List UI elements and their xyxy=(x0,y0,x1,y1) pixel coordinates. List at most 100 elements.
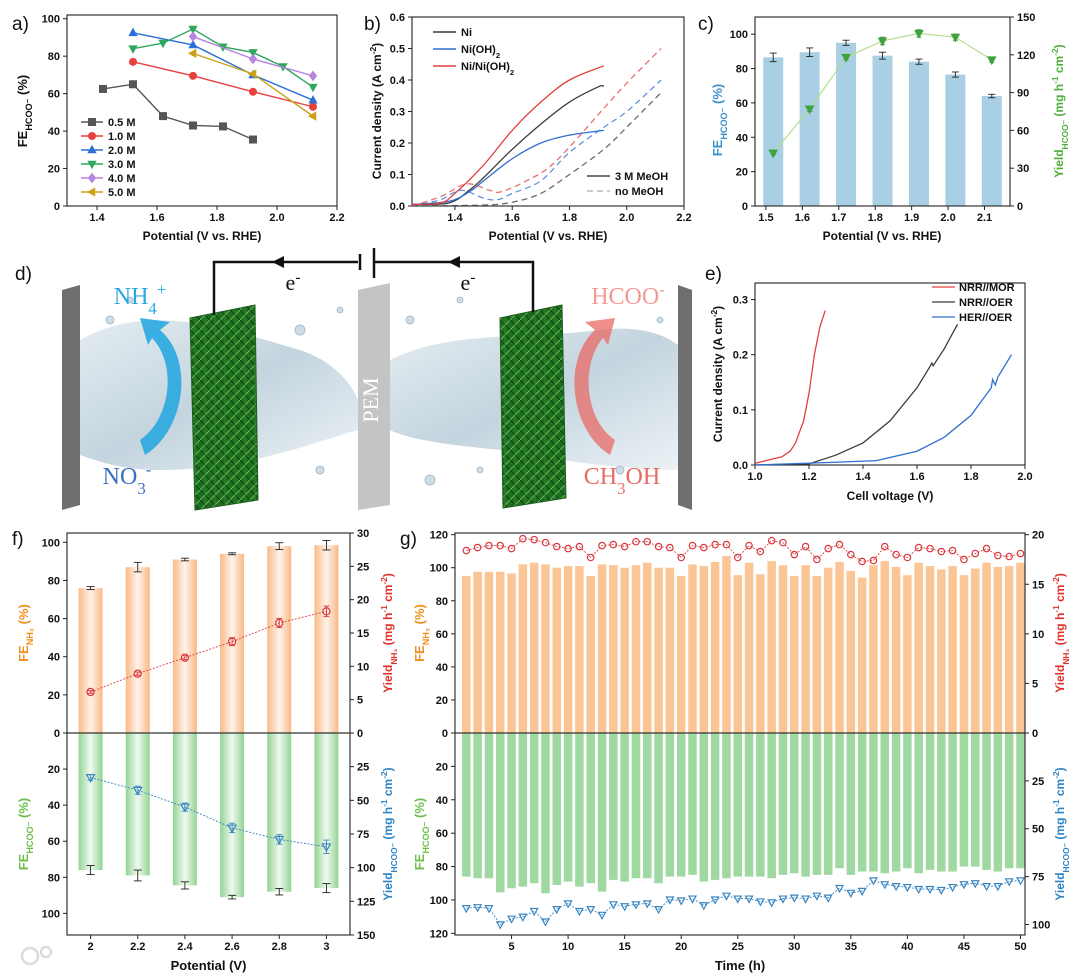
y-tick-label: 20 xyxy=(357,595,369,607)
yield-nh3-point xyxy=(711,540,719,549)
anode-product-label: HCOO- xyxy=(591,280,665,311)
panel-label: g) xyxy=(400,529,417,550)
series-4.0M xyxy=(188,31,318,82)
y-tick-label: 25 xyxy=(1032,776,1044,788)
fe-nh3-bar xyxy=(937,569,946,733)
yield-nh3-point xyxy=(926,544,934,553)
cathode-end-plate xyxy=(62,285,80,510)
yield-nh3-point xyxy=(541,538,550,547)
x-tick-label: 1.6 xyxy=(149,212,164,224)
x-tick-label: 5 xyxy=(508,941,514,953)
x-tick-label: 1.8 xyxy=(963,471,978,483)
yield-nh3-point xyxy=(824,544,833,553)
panel-e-chart: 1.0 1.2 1.4 1.6 1.8 2.0 0.0 0.1 0.2 0.3 Cell volta… xyxy=(709,282,1033,503)
label-segment: ) xyxy=(381,767,395,771)
data-point xyxy=(128,80,137,89)
panel-a-chart: 1.4 1.6 1.8 2.0 2.2 0 20 40 60 80 100 Potential (V … xyxy=(15,14,345,243)
fe-hcoo-bar xyxy=(473,733,482,879)
yield-nh3-point xyxy=(86,687,95,697)
y-tick-label: 0.3 xyxy=(733,295,748,307)
plot-frame xyxy=(66,14,338,207)
yield-point xyxy=(986,56,997,66)
error-bar xyxy=(86,586,95,591)
series-curve xyxy=(411,48,662,207)
y-tick-label: 20 xyxy=(48,764,60,776)
legend-label: 3.0 M xyxy=(108,159,136,171)
y-tick-label: 0.5 xyxy=(390,44,405,56)
y-tick-label: 80 xyxy=(48,575,60,587)
fe-hcoo-bar xyxy=(790,733,799,874)
fe-hcoo-bar xyxy=(812,733,822,875)
fe-nh3-bar xyxy=(314,545,339,733)
yield-nh3-point xyxy=(666,543,674,552)
y-tick-label: 40 xyxy=(736,132,748,144)
yield-hcoo-point xyxy=(552,905,562,915)
yield-nh3-point xyxy=(609,540,618,549)
label-segment: -1 xyxy=(1051,799,1061,807)
yield-hcoo-point xyxy=(778,895,788,904)
fe-hcoo-bar xyxy=(970,733,980,867)
y-tick-label: 0.0 xyxy=(733,460,748,472)
error-bar xyxy=(951,71,959,78)
data-point xyxy=(188,71,197,80)
fe-nh3-bar xyxy=(495,571,505,733)
legend-label: no MeOH xyxy=(615,186,663,198)
yield-hcoo-line xyxy=(90,777,327,848)
x-axis-title: Potential (V vs. RHE) xyxy=(143,229,262,243)
fe-nh3-bar xyxy=(1016,562,1025,733)
fe-hcoo-bar xyxy=(880,733,890,874)
x-tick-label: 1.6 xyxy=(795,212,810,224)
fe-hcoo-bar xyxy=(1004,733,1014,869)
label-segment: e xyxy=(286,270,296,295)
fe-nh3-bar xyxy=(970,568,980,733)
error-bar xyxy=(915,58,923,65)
y-tick-label: 50 xyxy=(357,795,369,807)
wire-left xyxy=(212,260,358,315)
fe-nh3-bar xyxy=(914,562,923,733)
legend-item: 4.0 M xyxy=(81,172,136,185)
fe-hcoo-bar xyxy=(609,733,618,880)
label-segment: ) xyxy=(1053,573,1067,577)
y2-axis-title-bottom: YieldHCOO⁻ (mg h-1 cm-2) xyxy=(1051,767,1071,900)
fe-hcoo-bar xyxy=(78,733,103,871)
label-segment: -2 xyxy=(379,577,389,585)
data-point xyxy=(188,121,197,130)
label-segment: e xyxy=(461,270,471,295)
x-tick-label: 50 xyxy=(1014,941,1026,953)
label-segment: Yield xyxy=(381,872,395,900)
fe-nh3-bar xyxy=(575,566,584,733)
fe-hcoo-bar xyxy=(654,733,663,884)
label-segment: Yield xyxy=(1053,665,1067,693)
label-segment: 4 xyxy=(148,299,157,318)
y-tick-label: 20 xyxy=(436,761,448,773)
label-segment: (%) xyxy=(710,84,725,108)
fe-hcoo-bar xyxy=(620,733,629,882)
x-axis-title: Potential (V vs. RHE) xyxy=(489,229,608,243)
error-bar xyxy=(806,47,814,57)
y-tick-label: 0.1 xyxy=(390,170,405,182)
series-line xyxy=(132,32,314,101)
electron-flow-arrow-right xyxy=(448,256,460,268)
label-segment: cm xyxy=(381,779,395,800)
panel-f-chart: 2 2.2 2.4 2.6 2.8 302040608010020406080100051… xyxy=(16,528,399,973)
data-point xyxy=(248,135,257,144)
yield-hcoo-point xyxy=(179,803,190,813)
fe-hcoo-bar xyxy=(722,733,731,879)
y-tick-label: 60 xyxy=(48,89,60,101)
external-circuit: e-e- xyxy=(212,248,535,315)
legend-label: 4.0 M xyxy=(108,173,136,185)
yield-nh3-point xyxy=(575,542,584,551)
fe-nh3-bar xyxy=(722,556,731,733)
fe-hcoo-bar xyxy=(688,733,697,875)
yield-hcoo-point xyxy=(495,921,505,930)
x-tick-label: 2.0 xyxy=(619,212,634,224)
y-tick-label: 60 xyxy=(436,629,448,641)
fe-nh3-bar xyxy=(462,575,471,733)
series-0.5M xyxy=(99,80,257,144)
fe-hcoo-bar xyxy=(801,733,810,877)
label-segment: ) xyxy=(1052,44,1066,48)
yield-hcoo-point xyxy=(733,895,743,904)
yield-hcoo-point xyxy=(274,835,285,845)
series-2.0M xyxy=(128,27,318,104)
